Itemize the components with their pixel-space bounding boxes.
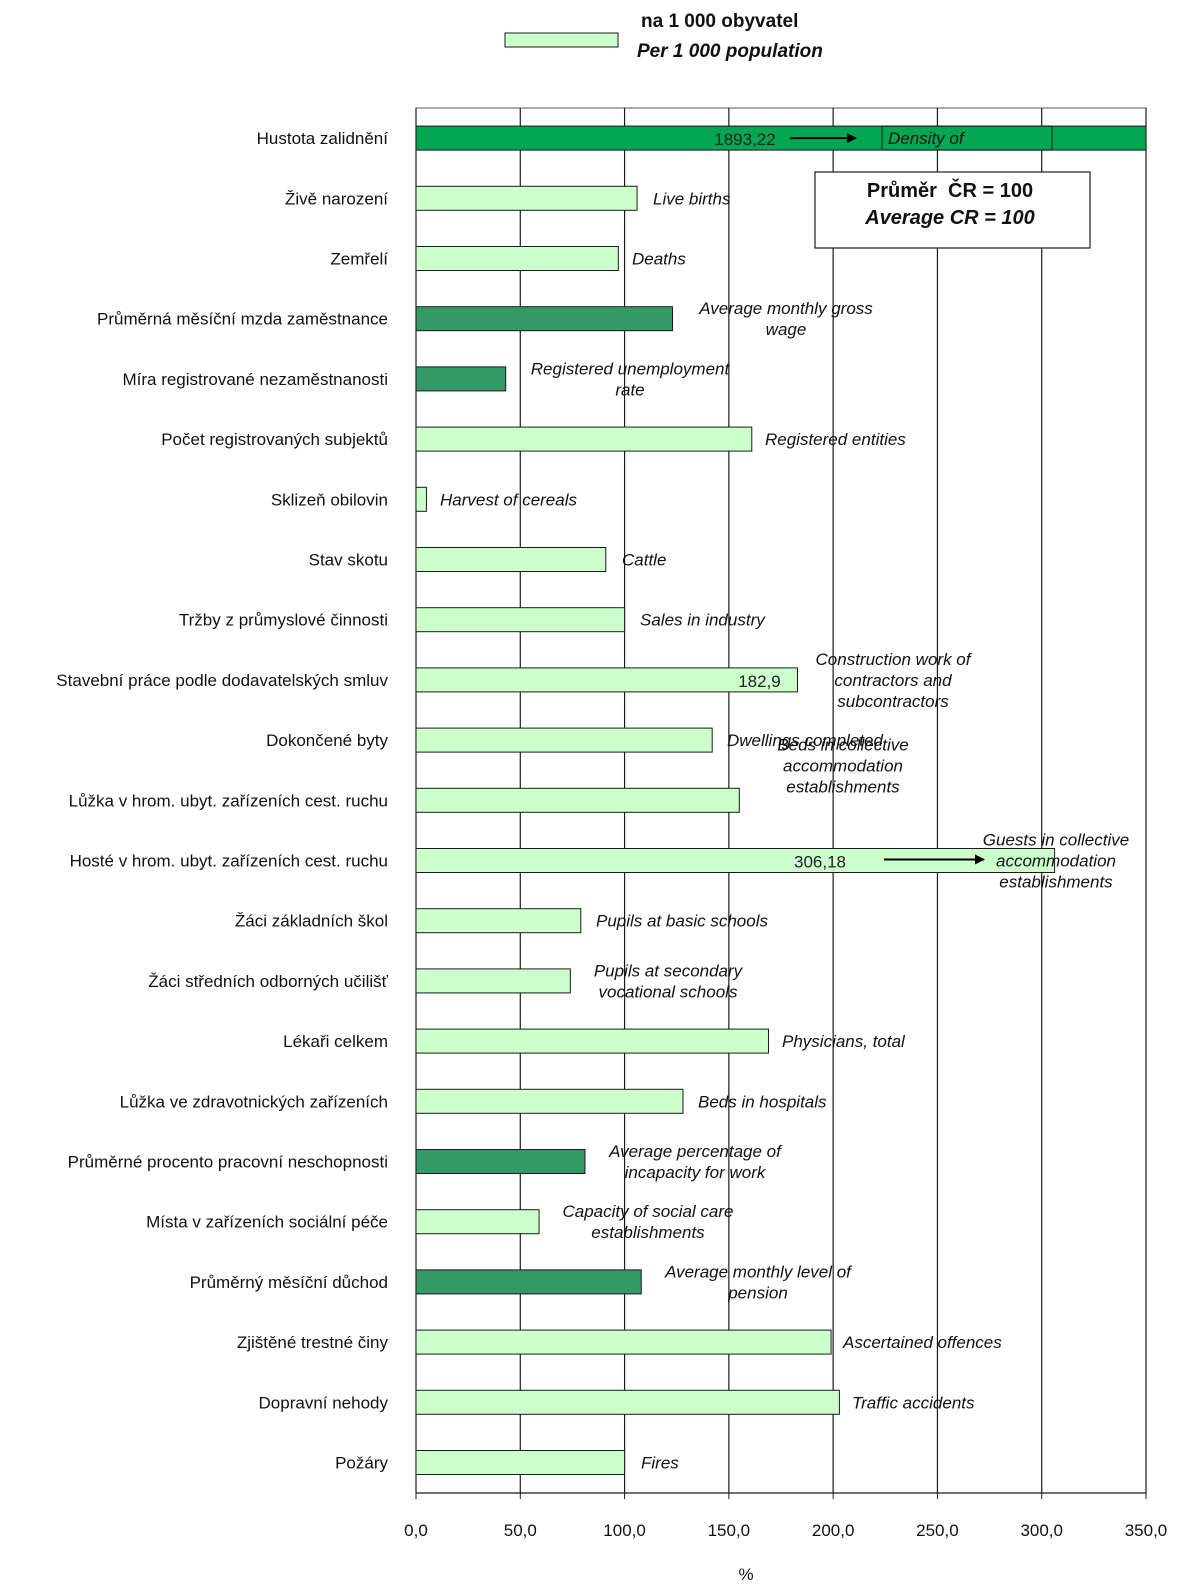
bar — [415, 607, 626, 633]
category-label: Stavební práce podle dodavatelských smlu… — [56, 671, 388, 690]
x-tick-label: 100,0 — [603, 1521, 646, 1540]
bar-english-label: Guests in collective accommodation establi… — [983, 831, 1129, 892]
category-label: Místa v zařízeních sociální péče — [146, 1213, 388, 1232]
bar — [415, 727, 713, 753]
x-tick-label: 350,0 — [1125, 1521, 1168, 1540]
bar — [415, 1028, 769, 1054]
legend-label-en: Per 1 000 population — [637, 41, 823, 62]
bar — [415, 1389, 840, 1415]
category-label: Počet registrovaných subjektů — [161, 430, 388, 449]
x-tick-label: 200,0 — [812, 1521, 855, 1540]
category-label: Hosté v hrom. ubyt. zařízeních cest. ruc… — [70, 852, 388, 871]
bar-english-label: Pupils at basic schools — [596, 912, 768, 931]
bar-english-label: Beds in collective accommodation establish… — [777, 735, 908, 796]
category-label: Zemřelí — [330, 250, 388, 269]
bar-english-label: Live births — [653, 189, 731, 208]
bar — [415, 968, 571, 994]
category-label: Lůžka v hrom. ubyt. zařízeních cest. ruc… — [69, 791, 388, 810]
average-box-frame — [814, 171, 1091, 249]
bar-english-label: Fires — [641, 1454, 679, 1473]
bar-english-label: Registered entities — [765, 430, 906, 449]
x-tick-label: 250,0 — [916, 1521, 959, 1540]
category-label: Dopravní nehody — [259, 1393, 389, 1412]
bar — [415, 125, 1147, 151]
average-box-line-cz: Průměr ČR = 100 — [867, 178, 1033, 202]
bar — [415, 1329, 832, 1355]
bar-english-label: Physicians, total — [782, 1032, 906, 1051]
category-label: Míra registrované nezaměstnanosti — [122, 370, 388, 389]
bar — [415, 306, 674, 332]
bar — [415, 547, 607, 572]
bar — [415, 426, 753, 452]
bar-value-label: 182,9 — [738, 672, 781, 691]
legend-swatch — [504, 32, 619, 48]
category-label: Lékaři celkem — [283, 1032, 388, 1051]
bar-english-label: Deaths — [632, 250, 686, 269]
category-label: Průměrná měsíční mzda zaměstnance — [97, 310, 388, 329]
x-axis-label: % — [738, 1565, 753, 1584]
axis-layer: 0,0 50,0 100,0 150,0 200,0 250,0 300,0 350,0% — [404, 1492, 1168, 1584]
bar — [415, 1269, 642, 1295]
bar-english-label: Registered unemployment rate — [531, 359, 731, 399]
category-label: Průměrný měsíční důchod — [190, 1273, 388, 1292]
bar-english-label: Pupils at secondary vocational schools — [594, 961, 744, 1001]
bar-english-label: Harvest of cereals — [440, 490, 577, 509]
labels-layer: Hustota zalidnění Density of 1893,22 Živě n… — [56, 125, 1129, 1473]
bar — [415, 1088, 684, 1114]
category-label: Stav skotu — [309, 551, 388, 570]
bar — [415, 246, 619, 271]
x-tick-label: 0,0 — [404, 1521, 428, 1540]
category-label: Dokončené byty — [266, 731, 388, 750]
average-box-line-en: Average CR = 100 — [864, 207, 1035, 229]
average-box: Průměr ČR = 100 Average CR = 100 — [814, 171, 1091, 249]
bar — [415, 667, 798, 693]
bar-value-label: 1893,22 — [714, 130, 775, 149]
x-tick-label: 50,0 — [504, 1521, 537, 1540]
density-label-box — [881, 125, 1053, 151]
bars-layer — [415, 125, 1147, 1475]
bar — [415, 1209, 540, 1235]
category-label: Sklizeň obilovin — [271, 490, 388, 509]
bar-value-label: 306,18 — [794, 853, 846, 872]
bar — [415, 1149, 586, 1174]
bar — [415, 486, 427, 512]
bar-english-label: Construction work of contractors and subco… — [816, 650, 973, 711]
bar-english-label: Traffic accidents — [852, 1393, 975, 1412]
category-label: Požáry — [335, 1454, 388, 1473]
category-label: Tržby z průmyslové činnosti — [179, 611, 388, 630]
category-label: Průměrné procento pracovní neschopnosti — [68, 1153, 388, 1172]
bar-english-label: Density of — [888, 129, 966, 148]
category-label: Žáci středních odborných učilišť — [148, 972, 388, 991]
legend-label-cz: na 1 000 obyvatel — [641, 11, 798, 32]
bar-english-label: Average monthly level of pension — [664, 1262, 853, 1302]
category-label: Žáci základních škol — [235, 912, 388, 931]
category-label: Lůžka ve zdravotnických zařízeních — [120, 1092, 388, 1111]
bar-english-label: Beds in hospitals — [698, 1092, 827, 1111]
bar — [415, 908, 582, 934]
bar — [415, 787, 740, 813]
category-label: Hustota zalidnění — [257, 129, 389, 148]
bar-english-label: Cattle — [622, 551, 666, 570]
category-label: Živě narození — [285, 189, 388, 208]
bar — [415, 1450, 626, 1475]
legend: na 1 000 obyvatel Per 1 000 population — [504, 11, 823, 62]
bar — [415, 185, 638, 211]
x-tick-label: 300,0 — [1020, 1521, 1063, 1540]
bar-english-label: Sales in industry — [640, 611, 766, 630]
bar-english-label: Ascertained offences — [842, 1333, 1002, 1352]
bar-english-label: Average percentage of incapacity for work — [608, 1142, 783, 1182]
bar-english-label: Capacity of social care establishments — [562, 1202, 733, 1242]
bar — [415, 366, 507, 392]
category-label: Zjištěné trestné činy — [237, 1333, 389, 1352]
x-tick-label: 150,0 — [708, 1521, 751, 1540]
bar-english-label: Dwellings completed — [727, 731, 883, 750]
bar-english-label: Average monthly gross wage — [698, 299, 873, 339]
